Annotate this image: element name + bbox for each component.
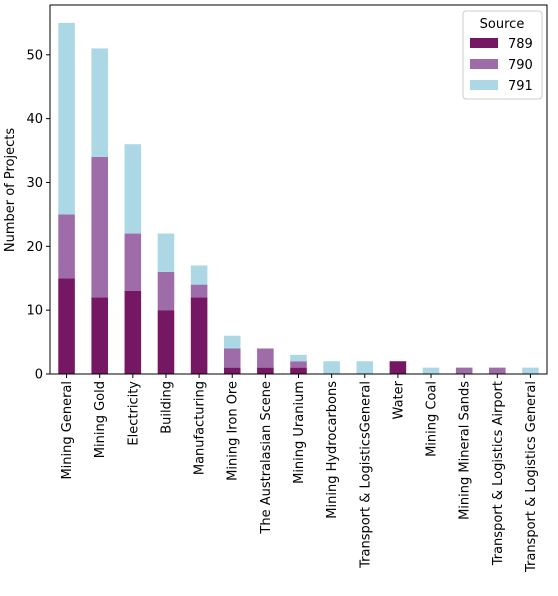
y-axis-label: Number of Projects: [3, 128, 18, 252]
bar-building-789: [157, 310, 175, 374]
y-tick-label: 10: [26, 304, 43, 319]
y-tick-label: 20: [26, 240, 43, 255]
legend-label-791: 791: [508, 79, 533, 94]
bar-mining-uranium-791: [290, 354, 307, 362]
bar-electricity-790: [124, 233, 142, 292]
bar-transport-logistics-airport-790: [489, 367, 506, 374]
x-tick-label: Transport & LogisticsGeneral: [358, 381, 373, 569]
x-tick-label: Mining General: [60, 381, 75, 480]
legend-label-789: 789: [508, 37, 533, 52]
legend-swatch-790: [470, 59, 498, 69]
bar-building-790: [157, 271, 175, 311]
bar-mining-iron-ore-790: [223, 348, 241, 368]
x-tick-label: Transport & Logistics Airport: [491, 381, 506, 566]
bar-mining-general-789: [58, 278, 75, 374]
x-tick-label: Transport & Logistics General: [524, 381, 539, 573]
legend-swatch-791: [470, 80, 498, 90]
bar-mining-gold-790: [91, 156, 108, 298]
x-tick-label: Mining Gold: [93, 381, 108, 458]
legend-swatch-789: [470, 38, 498, 48]
bar-manufacturing-789: [190, 297, 208, 374]
bar-mining-hydrocarbons-791: [323, 361, 340, 374]
bar-electricity-791: [124, 144, 142, 234]
legend-label-790: 790: [508, 58, 533, 73]
bar-water-789: [389, 361, 407, 374]
x-tick-label: Mining Iron Ore: [226, 381, 241, 481]
x-tick-label: Mining Uranium: [292, 381, 307, 484]
bar-mining-gold-789: [91, 297, 108, 374]
axes-layer: 0 10 20 30 40 50 Mining General Mining Gold Elec…: [26, 4, 548, 573]
bar-mining-iron-ore-789: [223, 367, 241, 374]
y-tick-label: 0: [35, 368, 43, 383]
bar-mining-coal-791: [422, 367, 440, 374]
bar-the-australasian-scene-790: [257, 348, 274, 368]
x-tick-label: Building: [159, 381, 174, 434]
bar-mining-uranium-789: [290, 367, 307, 374]
y-tick-label: 40: [26, 112, 43, 127]
bar-electricity-789: [124, 291, 142, 374]
bar-mining-gold-791: [91, 48, 108, 157]
y-tick-label: 30: [26, 176, 43, 191]
bar-transport-logistics-general-791: [522, 367, 539, 374]
x-tick-label: Electricity: [126, 381, 141, 446]
x-tick-label: Water: [391, 380, 406, 419]
x-tick-label: The Australasian Scene: [259, 381, 274, 535]
bar-mining-iron-ore-791: [223, 335, 241, 349]
bar-building-791: [157, 233, 175, 272]
x-tick-label: Mining Coal: [425, 381, 440, 457]
bar-the-australasian-scene-789: [257, 367, 274, 374]
x-tick-label: Manufacturing: [193, 381, 208, 475]
legend-title: Source: [480, 17, 525, 32]
bars-layer: [58, 22, 539, 374]
legend: Source 789 790 791: [462, 10, 543, 100]
legend-frame: [462, 10, 543, 100]
bar-transport-logisticsgeneral-791: [356, 361, 374, 374]
bar-mining-general-791: [58, 22, 75, 215]
bar-mining-uranium-790: [290, 361, 307, 368]
bar-mining-general-790: [58, 214, 75, 279]
y-tick-label: 50: [26, 48, 43, 63]
bar-manufacturing-791: [190, 265, 208, 285]
bar-manufacturing-790: [190, 284, 208, 298]
x-tick-label: Mining Mineral Sands: [458, 381, 473, 520]
x-tick-label: Mining Hydrocarbons: [325, 381, 340, 519]
bar-mining-mineral-sands-790: [455, 367, 473, 374]
